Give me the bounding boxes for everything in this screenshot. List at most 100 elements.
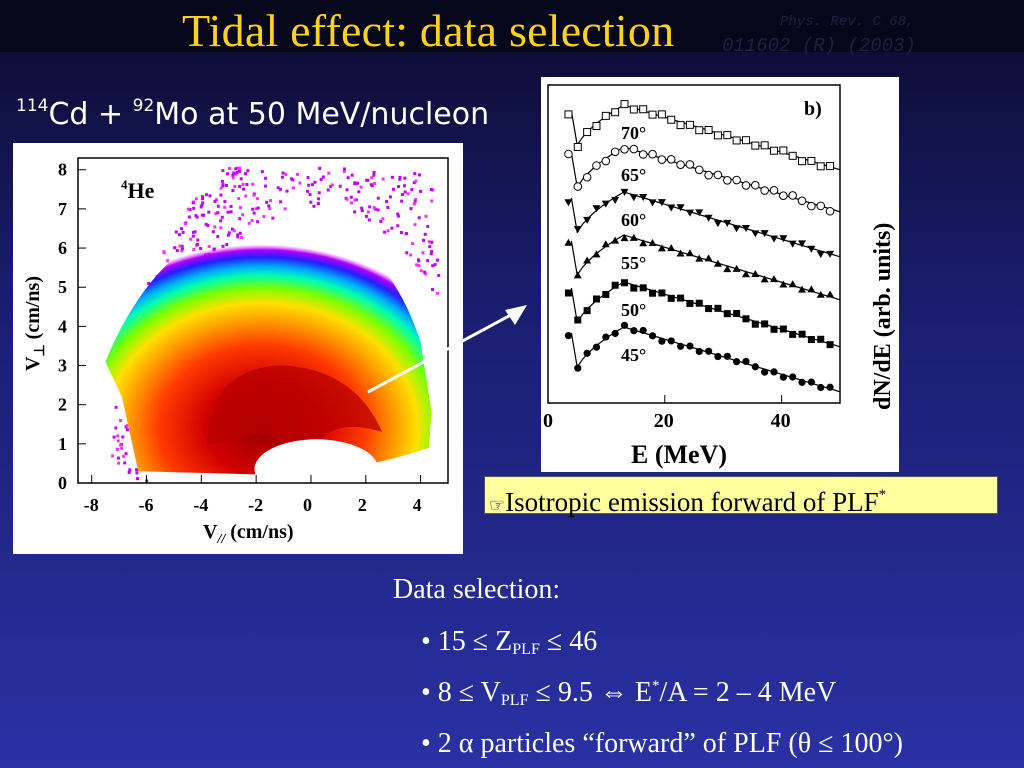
- heatmap-pixel: [419, 189, 423, 193]
- data-point: [751, 141, 760, 150]
- heatmap-pixel: [268, 207, 272, 211]
- heatmap-pixel: [403, 176, 407, 180]
- heatmap-pixel: [223, 205, 227, 209]
- data-point: [722, 175, 732, 185]
- data-point: [695, 126, 704, 135]
- data-point: [770, 235, 779, 243]
- spectra-frame: [547, 84, 841, 404]
- data-point: [564, 238, 573, 246]
- heatmap-axes: -8 -6 -4 -2 0 2 4 0 1 2 3 4 5 6 7 8: [58, 160, 422, 515]
- spectra-x-tick-label: 0: [543, 410, 553, 432]
- data-point: [761, 320, 769, 328]
- heatmap-pixel: [433, 263, 437, 267]
- data-point: [629, 105, 638, 114]
- heatmap-pixel: [431, 188, 435, 192]
- heatmap-pixel: [127, 471, 131, 475]
- heatmap-y-tick-label: 5: [58, 277, 67, 297]
- data-point: [611, 281, 619, 289]
- heatmap-pixel: [241, 213, 245, 217]
- data-point: [648, 239, 657, 247]
- heatmap-pixel: [405, 232, 409, 236]
- data-point: [788, 191, 797, 200]
- data-point: [657, 199, 666, 207]
- heatmap-pixel: [424, 214, 428, 218]
- data-point: [610, 147, 620, 157]
- data-point: [695, 347, 703, 356]
- heatmap-pixel: [367, 218, 371, 222]
- heatmap-pixel: [254, 207, 258, 211]
- heatmap-pixel: [256, 206, 260, 210]
- data-point: [667, 244, 676, 252]
- heatmap-pixel: [242, 187, 246, 191]
- data-point: [592, 122, 601, 131]
- heatmap-pixel: [391, 187, 395, 191]
- heatmap-pixel: [436, 258, 440, 262]
- data-point: [779, 280, 788, 288]
- data-point: [761, 368, 769, 376]
- data-point: [826, 341, 834, 349]
- heatmap-pixel: [280, 175, 284, 179]
- data-point: [601, 156, 611, 166]
- heatmap-pixel: [400, 199, 404, 203]
- heatmap-pixel: [116, 439, 120, 443]
- data-point: [620, 234, 629, 242]
- heatmap-pixel: [119, 419, 123, 423]
- data-point: [789, 373, 797, 381]
- heatmap-x-tick-label: 2: [358, 495, 367, 515]
- data-point: [741, 136, 750, 145]
- energy-spectra-panel: 70° 65° 60° 55° 50° 45° 0 20 40 b) E (MeV) dN/d…: [541, 77, 899, 472]
- data-point: [583, 216, 592, 224]
- data-point: [733, 309, 741, 317]
- heatmap-pixel: [360, 209, 364, 213]
- data-point: [733, 358, 741, 366]
- heatmap-pixel: [413, 200, 417, 204]
- bullet-1-post: ≤ 46: [539, 626, 598, 657]
- data-point: [751, 230, 760, 238]
- data-point: [611, 236, 620, 244]
- heatmap-pixel: [426, 259, 430, 263]
- heatmap-pixel: [376, 196, 380, 200]
- heatmap-pixel: [372, 171, 376, 175]
- data-point: [705, 347, 713, 355]
- heatmap-pixel: [427, 240, 431, 244]
- data-point: [611, 108, 620, 117]
- heatmap-pixel: [357, 190, 361, 194]
- heatmap-pixel: [429, 252, 433, 256]
- data-point: [760, 275, 769, 283]
- data-point: [583, 128, 592, 137]
- data-point: [807, 245, 816, 253]
- heatmap-pixel: [317, 191, 321, 195]
- data-point: [770, 146, 779, 155]
- heatmap-pixel: [310, 183, 314, 187]
- data-point: [639, 239, 648, 247]
- data-point: [779, 235, 788, 243]
- data-point: [685, 160, 695, 169]
- heatmap-pixel: [188, 207, 192, 211]
- heatmap-pixel: [409, 253, 413, 257]
- data-point: [751, 320, 759, 328]
- data-point: [639, 194, 648, 202]
- series-label: 65°: [621, 165, 646, 185]
- data-point: [676, 160, 685, 169]
- data-point: [779, 146, 788, 155]
- data-point: [695, 209, 704, 217]
- data-point: [741, 225, 750, 233]
- data-point: [658, 289, 666, 297]
- bullet-v-range: • 8 ≤ VPLF ≤ 9.5 ⇔ E*/A = 2 – 4 MeV: [421, 677, 836, 710]
- caption-text: Isotropic emission forward of PLF: [505, 487, 879, 517]
- heatmap-pixel: [292, 186, 296, 190]
- heatmap-pixel: [245, 183, 249, 187]
- heatmap-pixel: [243, 172, 247, 176]
- heatmap-pixel: [372, 181, 376, 185]
- data-point: [564, 199, 573, 207]
- data-point: [713, 170, 723, 180]
- bullet-2-pre: • 8 ≤ V: [421, 677, 501, 708]
- heatmap-pixel: [199, 205, 203, 209]
- heatmap-pixel: [116, 434, 120, 438]
- heatmap-pixel: [436, 291, 440, 295]
- heatmap-y-tick-label: 4: [58, 316, 67, 336]
- heatmap-pixel: [192, 206, 196, 210]
- heatmap-pixel: [396, 214, 400, 218]
- data-point: [601, 200, 610, 208]
- heatmap-pixel: [213, 199, 217, 203]
